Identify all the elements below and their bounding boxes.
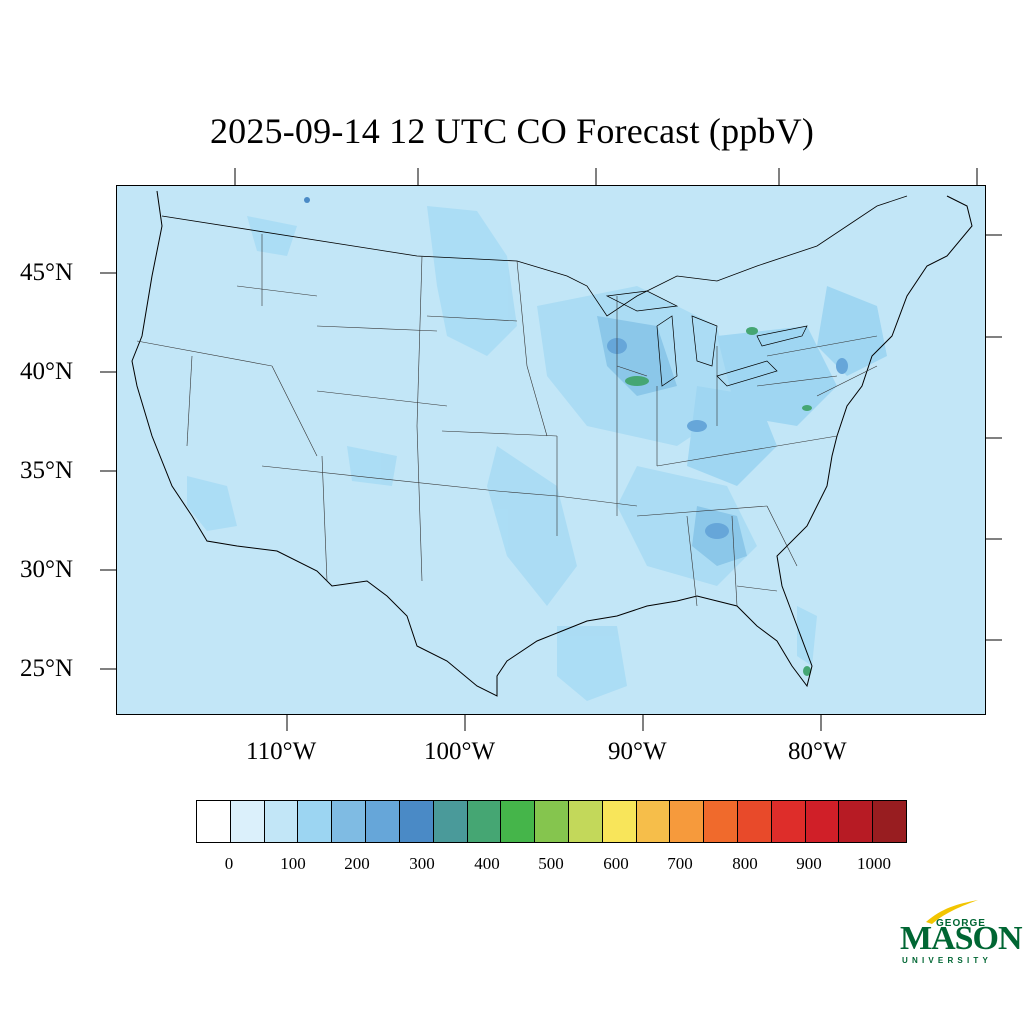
colorbar-label-300: 300: [409, 854, 435, 873]
colorbar-swatch: [602, 801, 637, 842]
logo-george: GEORGE: [936, 918, 986, 929]
state-borders: [136, 234, 878, 607]
colorbar-swatch: [230, 801, 265, 842]
colorbar-label-800: 800: [732, 854, 758, 873]
colorbar-label-100: 100: [280, 854, 306, 873]
george-mason-logo: GEORGE MASON UNIVERSITY: [898, 898, 1023, 968]
us-outline: [131, 190, 973, 697]
colorbar-swatch: [298, 801, 333, 842]
colorbar-label-700: 700: [667, 854, 693, 873]
colorbar-label-500: 500: [538, 854, 564, 873]
colorbar-swatch: [399, 801, 434, 842]
colorbar-swatch: [366, 801, 400, 842]
lon-label-90: 90°W: [608, 738, 667, 765]
lat-label-40: 40°N: [20, 358, 74, 385]
colorbar-swatch: [501, 801, 536, 842]
colorbar-swatch: [332, 801, 367, 842]
lat-label-35: 35°N: [20, 457, 74, 484]
lon-label-80: 80°W: [788, 738, 847, 765]
colorbar-swatch: [535, 801, 569, 842]
colorbar-label-400: 400: [474, 854, 500, 873]
logo-mason: MASON: [900, 920, 1023, 957]
colorbar-swatch: [636, 801, 671, 842]
colorbar-swatch: [738, 801, 772, 842]
map-background: [117, 186, 985, 714]
colorbar: [196, 800, 907, 843]
colorbar-label-900: 900: [796, 854, 822, 873]
colorbar-swatch: [805, 801, 840, 842]
lat-label-25: 25°N: [20, 655, 74, 682]
canada-border: [161, 195, 908, 317]
colorbar-swatch: [873, 801, 907, 842]
colorbar-swatch: [467, 801, 502, 842]
colorbar-swatch: [839, 801, 874, 842]
colorbar-swatch: [568, 801, 603, 842]
lon-label-100: 100°W: [424, 738, 496, 765]
logo-university: UNIVERSITY: [902, 956, 993, 965]
co-forecast-map: [116, 185, 986, 715]
colorbar-label-600: 600: [603, 854, 629, 873]
colorbar-label-0: 0: [224, 854, 234, 873]
colorbar-swatch: [771, 801, 806, 842]
great-lakes: [605, 290, 808, 387]
colorbar-swatch: [670, 801, 705, 842]
colorbar-label-1000: 1000: [857, 854, 891, 873]
lat-label-45: 45°N: [20, 259, 74, 286]
lat-label-30: 30°N: [20, 556, 74, 583]
map-canvas: [117, 186, 985, 714]
colorbar-swatch: [264, 801, 299, 842]
colorbar-label-200: 200: [344, 854, 370, 873]
colorbar-swatch: [433, 801, 468, 842]
map-title: 2025-09-14 12 UTC CO Forecast (ppbV): [209, 111, 815, 151]
colorbar-swatch: [704, 801, 738, 842]
lon-label-110: 110°W: [246, 738, 317, 765]
colorbar-swatch: [197, 801, 231, 842]
logo-swoosh-icon: [926, 900, 978, 924]
